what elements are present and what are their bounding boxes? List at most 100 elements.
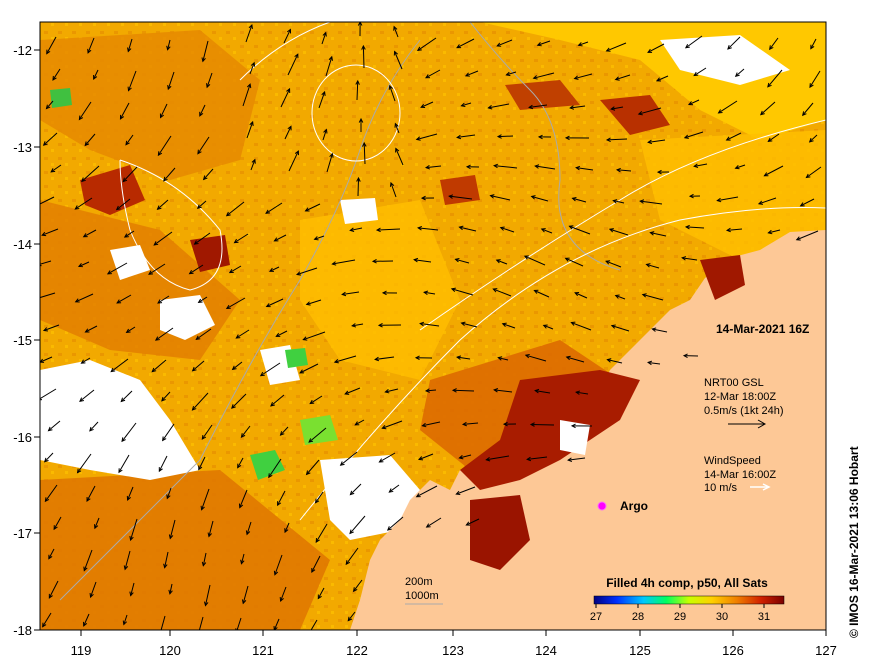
current-arrowhead: [647, 48, 653, 53]
current-arrowhead: [419, 321, 425, 327]
current-arrowhead: [802, 111, 807, 117]
current-arrow: [306, 299, 322, 305]
current-arrowhead: [78, 115, 84, 121]
current-arrow: [648, 361, 661, 365]
current-arrowhead: [641, 293, 647, 298]
current-arrow: [387, 516, 404, 531]
current-arrow: [457, 134, 476, 138]
lon-tick-label: 122: [346, 643, 368, 658]
current-arrow: [198, 296, 208, 303]
current-arrow: [802, 102, 814, 116]
depth-legend: 200m 1000m: [405, 576, 443, 605]
sst-hot-coastal-band: [460, 370, 640, 490]
current-arrowhead: [148, 270, 154, 275]
current-arrow: [40, 356, 53, 363]
current-arrow: [652, 328, 668, 333]
current-arrowhead: [530, 195, 536, 200]
current-arrowhead: [455, 490, 461, 496]
current-arrowhead: [456, 355, 462, 360]
current-arrow: [566, 356, 585, 363]
sst-warm-region-sw: [40, 470, 330, 630]
current-arrow: [385, 388, 399, 393]
current-arrowhead: [450, 287, 456, 292]
current-arrow: [496, 39, 513, 47]
current-arrow: [325, 56, 333, 77]
current-arrow: [318, 91, 326, 109]
current-arrow: [363, 142, 366, 165]
current-arrowhead: [388, 84, 393, 90]
current-arrowhead: [393, 50, 398, 56]
current-arrow: [486, 455, 510, 461]
current-legend-time: 12-Mar 18:00Z: [704, 391, 776, 403]
current-arrowhead: [693, 71, 699, 77]
current-arrow: [606, 42, 627, 52]
current-arrow: [615, 294, 626, 300]
current-arrowhead: [125, 328, 131, 333]
current-arrow: [578, 41, 589, 46]
current-arrowhead: [362, 141, 367, 147]
current-arrowhead: [195, 335, 201, 341]
current-arrow: [362, 45, 365, 69]
cloud-gap-small-1: [160, 295, 215, 340]
current-arrowhead: [805, 173, 811, 179]
current-arrow: [198, 616, 204, 630]
current-arrow: [531, 195, 549, 202]
current-arrow: [524, 255, 546, 266]
current-arrow: [611, 325, 630, 332]
current-arrowhead: [645, 263, 651, 268]
current-arrowhead: [649, 231, 655, 236]
current-arrowhead: [528, 104, 534, 110]
current-arrowhead: [684, 43, 690, 49]
sst-cool-speckle-2: [300, 415, 338, 445]
current-arrowhead: [489, 194, 495, 199]
current-arrow: [576, 391, 589, 395]
current-arrowhead: [158, 467, 163, 473]
current-arrowhead: [420, 195, 426, 201]
current-arrowhead: [501, 322, 507, 327]
current-arrow: [455, 258, 470, 264]
current-arrow: [48, 548, 55, 559]
current-arrow: [155, 327, 174, 341]
current-arrowhead: [125, 140, 130, 146]
current-arrow: [296, 267, 318, 276]
current-arrowhead: [683, 134, 689, 139]
colorbar-tick-label: 31: [758, 611, 770, 623]
current-arrow: [615, 74, 631, 81]
current-arrowhead: [795, 236, 801, 241]
current-arrow: [656, 75, 669, 82]
current-arrowhead: [235, 334, 241, 339]
current-arrowhead: [534, 388, 540, 394]
current-arrow: [613, 200, 625, 204]
current-arrowhead: [647, 360, 653, 366]
current-arrowhead: [74, 298, 80, 303]
current-arrowhead: [202, 175, 208, 181]
current-arrow: [609, 228, 629, 236]
current-arrowhead: [458, 225, 464, 231]
depth-legend-1000m: 1000m: [405, 590, 439, 602]
current-arrow: [120, 102, 130, 120]
current-arrowhead: [322, 31, 327, 37]
current-arrow: [169, 583, 173, 594]
current-arrowhead: [534, 164, 540, 169]
current-arrowhead: [605, 137, 611, 143]
current-arrowhead: [564, 257, 570, 262]
current-arrowhead: [415, 493, 421, 498]
current-arrowhead: [41, 231, 47, 237]
current-arrowhead: [655, 77, 662, 82]
lon-tick-label: 124: [535, 643, 557, 658]
current-arrow: [284, 126, 292, 140]
current-arrow: [768, 229, 781, 234]
current-arrowhead: [810, 44, 815, 50]
current-arrowhead: [358, 117, 364, 123]
current-arrowhead: [605, 47, 611, 52]
current-arrow: [274, 554, 283, 575]
current-arrow: [342, 291, 360, 296]
current-arrowhead: [487, 105, 493, 110]
current-arrowhead: [308, 438, 314, 443]
current-arrowhead: [197, 298, 203, 303]
current-arrowhead: [465, 521, 471, 526]
current-arrowhead: [311, 568, 316, 574]
current-arrow: [189, 264, 204, 275]
current-arrow: [717, 196, 739, 202]
current-arrowhead: [502, 421, 508, 427]
